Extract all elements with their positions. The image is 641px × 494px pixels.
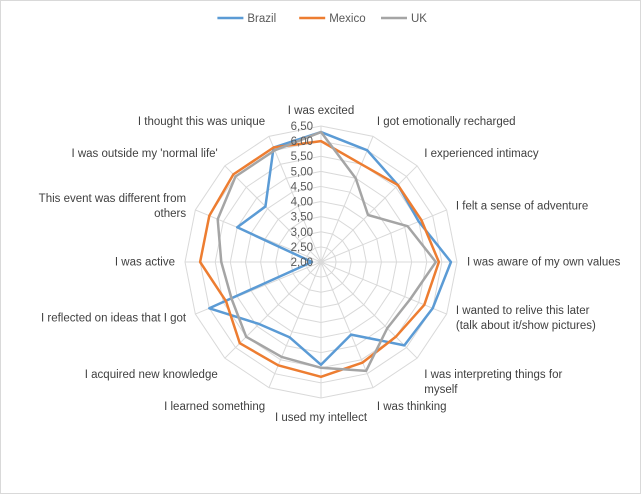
tick-label: 3,50 [291, 212, 313, 224]
spoke [224, 261, 322, 359]
tick-label: 2,00 [291, 257, 313, 269]
category-label: I reflected on ideas that I got [41, 312, 187, 324]
radar-series [198, 130, 453, 379]
tick-label: 3,00 [291, 227, 313, 239]
tick-label: 5,00 [291, 166, 313, 178]
tick-label: 6,00 [291, 136, 313, 148]
category-label: I wanted to relive this later (talk about… [456, 305, 596, 332]
category-label: I was interpreting things for myself [424, 369, 562, 396]
spoke [224, 165, 322, 263]
category-label: This event was different from others [39, 193, 187, 220]
tick-label: 2,50 [291, 242, 313, 254]
tick-label: 4,00 [291, 197, 313, 209]
series-line-uk [216, 130, 438, 373]
spoke [268, 261, 322, 388]
spoke [320, 165, 418, 263]
spoke [320, 261, 447, 315]
spoke [320, 261, 418, 359]
legend: Brazil Mexico UK [217, 13, 427, 25]
category-labels: I was excited I got emotionally recharged… [39, 105, 621, 424]
category-label: I learned something [164, 401, 265, 413]
category-label: I was active [115, 257, 175, 269]
tick-label: 6,50 [291, 121, 313, 133]
category-label: I thought this was unique [138, 116, 265, 128]
spoke [320, 136, 374, 263]
tick-label: 4,50 [291, 181, 313, 193]
legend-label: UK [411, 13, 427, 25]
series-line-mexico [198, 139, 441, 379]
tick-label: 5,50 [291, 151, 313, 163]
legend-item-uk: UK [381, 13, 427, 25]
category-label: I was thinking [377, 401, 447, 413]
legend-label: Brazil [247, 13, 276, 25]
category-label: I felt a sense of adventure [456, 201, 588, 213]
radial-tick-labels: 2,00 2,50 3,00 3,50 4,00 4,50 5,00 5,50 6,00 6,50 [291, 121, 313, 269]
category-label: I was aware of my own values [467, 257, 621, 269]
radar-spokes [185, 126, 457, 398]
legend-label: Mexico [329, 13, 365, 25]
category-label: I was outside my 'normal life' [71, 148, 217, 160]
legend-item-mexico: Mexico [299, 13, 366, 25]
spoke [268, 136, 322, 263]
spoke [320, 261, 374, 388]
category-label: I experienced intimacy [424, 148, 539, 160]
category-label: I acquired new knowledge [85, 369, 218, 381]
series-line-brazil [208, 130, 453, 367]
legend-item-brazil: Brazil [217, 13, 276, 25]
category-label: I got emotionally recharged [377, 116, 516, 128]
category-label: I used my intellect [275, 412, 368, 424]
spoke [320, 209, 447, 263]
category-label: I was excited [288, 105, 354, 117]
